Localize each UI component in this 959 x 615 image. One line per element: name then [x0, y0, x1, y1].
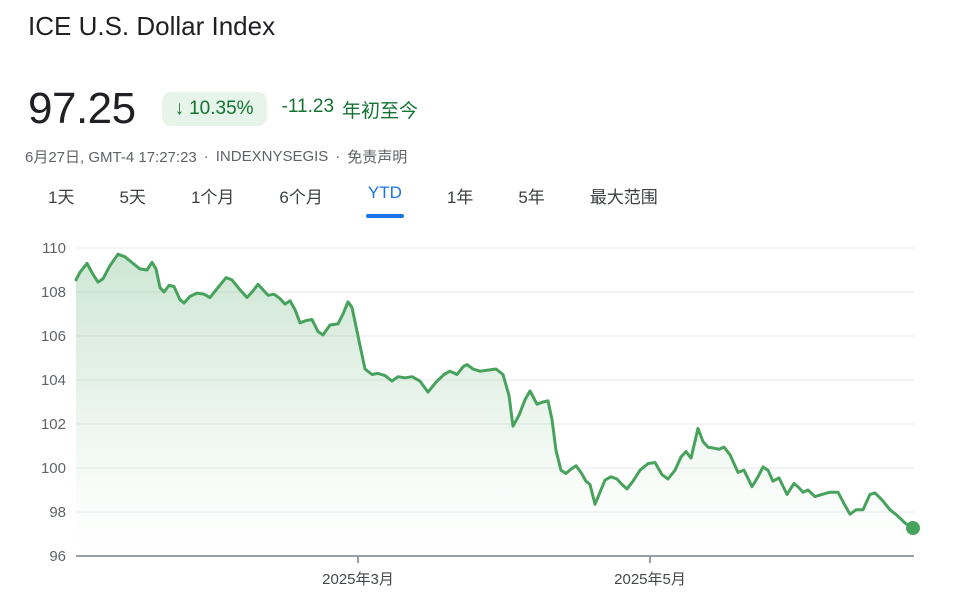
change-percent-value: 10.35% [189, 98, 254, 119]
price-chart[interactable]: 110 108 106 104 102 100 98 96 2025年3月 2025年5月 [0, 238, 959, 603]
x-tick-label: 2025年3月 [322, 571, 394, 588]
tab-label: 5天 [119, 188, 146, 207]
tab-max[interactable]: 最大范围 [590, 183, 658, 215]
y-axis-label: 110 [42, 240, 66, 257]
y-axis-label: 100 [41, 460, 66, 477]
tab-1d[interactable]: 1天 [48, 183, 74, 215]
tab-1y[interactable]: 1年 [447, 183, 473, 215]
change-absolute-value: -11.23 [281, 95, 335, 117]
price-row: 97.25 ↓ 10.35% -11.23 年初至今 [28, 86, 418, 132]
exchange-code: INDEXNYSEGIS [215, 148, 329, 165]
tab-label: 1年 [446, 188, 474, 207]
quote-timestamp: 6月27日, GMT-4 17:27:23 [25, 149, 197, 166]
meta-separator: · [335, 148, 341, 165]
meta-separator: · [203, 148, 209, 165]
tab-6m[interactable]: 6个月 [279, 183, 322, 215]
tab-label: 5年 [518, 188, 545, 207]
tab-1m[interactable]: 1个月 [191, 183, 234, 215]
tab-label: 1个月 [190, 188, 235, 207]
tab-label: 6个月 [279, 188, 323, 207]
x-tick-label: 2025年5月 [614, 571, 686, 588]
y-axis-label: 96 [49, 548, 66, 565]
tab-5d[interactable]: 5天 [119, 183, 145, 215]
y-axis-label: 106 [41, 328, 66, 345]
tab-label: 最大范围 [589, 188, 658, 207]
tab-label: YTD [367, 183, 402, 202]
page-title: ICE U.S. Dollar Index [28, 11, 276, 41]
change-percent-badge: ↓ 10.35% [161, 92, 267, 126]
latest-price-dot [906, 521, 920, 536]
y-axis-label: 98 [49, 504, 66, 521]
disclaimer-link[interactable]: 免责声明 [347, 149, 408, 166]
tab-5y[interactable]: 5年 [518, 183, 544, 215]
y-axis-label: 108 [41, 284, 66, 301]
current-price: 97.25 [28, 84, 136, 133]
y-axis-label: 104 [41, 372, 66, 389]
change-period-label: 年初至今 [342, 100, 419, 122]
active-tab-underline [365, 214, 404, 218]
y-axis-label: 102 [41, 416, 66, 433]
tab-label: 1天 [48, 188, 75, 207]
time-range-tabs: 1天 5天 1个月 6个月 YTD 1年 5年 最大范围 [48, 183, 658, 218]
chart-line [74, 252, 915, 530]
quote-meta: 6月27日, GMT-4 17:27:23 · INDEXNYSEGIS · 免… [25, 146, 407, 167]
arrow-down-icon: ↓ [174, 98, 185, 119]
chart-area-fill [76, 254, 913, 556]
tab-ytd[interactable]: YTD [365, 183, 404, 218]
change-absolute: -11.23 年初至今 [282, 96, 418, 123]
